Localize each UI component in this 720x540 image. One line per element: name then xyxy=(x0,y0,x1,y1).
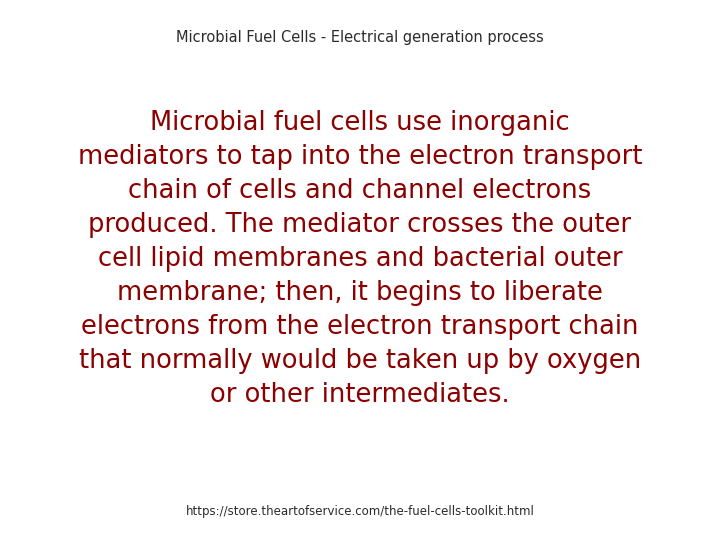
Text: Microbial Fuel Cells - Electrical generation process: Microbial Fuel Cells - Electrical genera… xyxy=(176,30,544,45)
Text: Microbial fuel cells use inorganic
mediators to tap into the electron transport
: Microbial fuel cells use inorganic media… xyxy=(78,110,642,408)
Text: https://store.theartofservice.com/the-fuel-cells-toolkit.html: https://store.theartofservice.com/the-fu… xyxy=(186,505,534,518)
